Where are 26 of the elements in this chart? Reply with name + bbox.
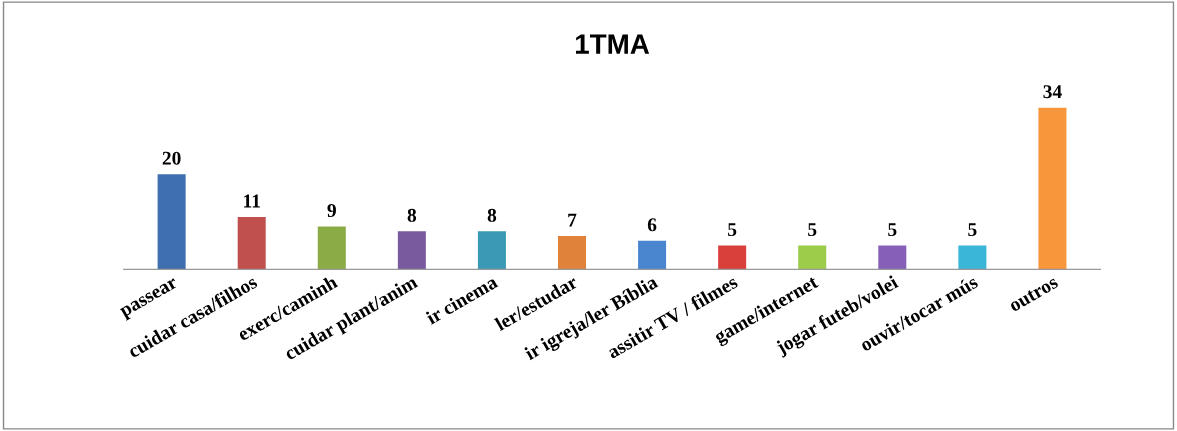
data-label: 9 (327, 204, 336, 218)
bar (397, 231, 426, 270)
bar (237, 217, 266, 270)
bar (1038, 107, 1067, 270)
data-label: 8 (487, 208, 497, 222)
data-label: 34 (1043, 85, 1062, 99)
data-label: 8 (407, 208, 417, 222)
data-label: 5 (968, 223, 977, 237)
bar (317, 226, 346, 270)
data-label: 5 (808, 223, 817, 237)
data-label: 5 (888, 223, 897, 237)
bar (798, 245, 827, 270)
x-tick-label: outros (1008, 276, 1059, 313)
bar (718, 245, 747, 270)
bar (878, 245, 907, 270)
bar (477, 231, 506, 270)
data-label: 11 (244, 194, 260, 208)
bar (157, 174, 186, 270)
data-label: 7 (568, 213, 577, 227)
bar (638, 240, 667, 270)
data-label: 6 (647, 218, 657, 232)
data-label: 5 (728, 223, 737, 237)
chart-title: 1TMA (575, 34, 650, 54)
data-label: 20 (162, 151, 181, 165)
bar (557, 236, 587, 270)
bar (958, 245, 987, 270)
